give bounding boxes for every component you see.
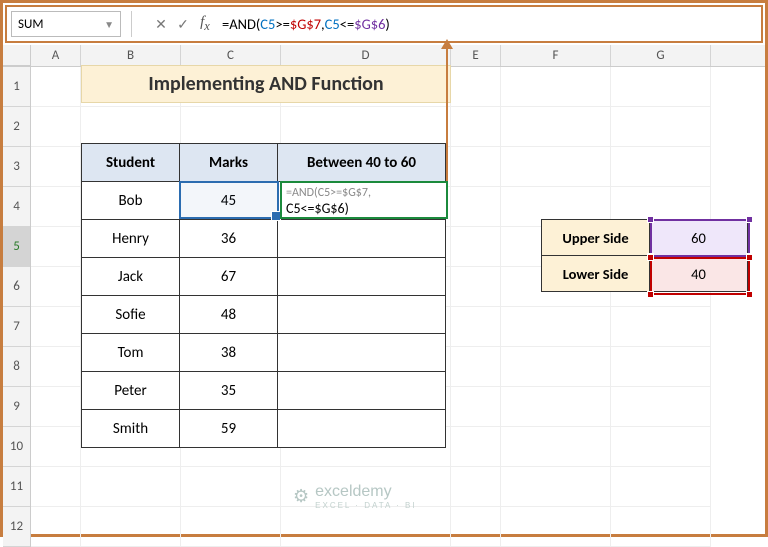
- cancel-icon[interactable]: ✕: [150, 16, 172, 33]
- col-header-D[interactable]: D: [281, 45, 451, 66]
- column-headers: A B C D E F G: [3, 45, 765, 67]
- row-header-12[interactable]: 12: [3, 507, 30, 547]
- watermark-brand: exceldemy: [315, 483, 391, 500]
- col-header-C[interactable]: C: [181, 45, 281, 66]
- formula-suffix: ): [385, 15, 389, 33]
- header-student[interactable]: Student: [82, 144, 180, 182]
- cell-student[interactable]: Sofie: [82, 296, 180, 334]
- cell-editor-d5[interactable]: =AND(C5>=$G$7, C5<=$G$6): [282, 183, 446, 217]
- fx-icon[interactable]: fx: [194, 14, 216, 34]
- cell-student[interactable]: Smith: [82, 410, 180, 448]
- cell-marks[interactable]: 35: [180, 372, 278, 410]
- cell-marks[interactable]: 38: [180, 334, 278, 372]
- row-header-4[interactable]: 4: [3, 187, 30, 227]
- upper-side-label[interactable]: Upper Side: [542, 220, 650, 256]
- table-row: Henry36: [82, 220, 446, 258]
- annotation-arrow: [446, 41, 448, 181]
- row-header-5[interactable]: 5: [3, 227, 30, 267]
- row-headers: 1 2 3 4 5 6 7 8 9 10 11 12: [3, 67, 31, 547]
- page-title: Implementing AND Function: [81, 65, 451, 103]
- cell-between[interactable]: [278, 296, 446, 334]
- name-box-value: SUM: [18, 17, 43, 32]
- cell-between[interactable]: [278, 334, 446, 372]
- watermark-tagline: EXCEL · DATA · BI: [315, 501, 416, 510]
- marching-ants-g7: [650, 257, 750, 295]
- row-header-3[interactable]: 3: [3, 147, 30, 187]
- select-all-corner[interactable]: [3, 45, 31, 66]
- formula-input[interactable]: =AND( C5 >= $G$7 , C5 <= $G$6 ): [216, 11, 757, 37]
- table-row: Jack67: [82, 258, 446, 296]
- cell-marks[interactable]: 36: [180, 220, 278, 258]
- cell-marks[interactable]: 45: [180, 182, 278, 220]
- cell-marks[interactable]: 67: [180, 258, 278, 296]
- row-header-6[interactable]: 6: [3, 267, 30, 307]
- cell-marks[interactable]: 48: [180, 296, 278, 334]
- separator: [131, 11, 132, 37]
- edit-line-1: =AND(C5>=$G$7,: [286, 185, 442, 201]
- table-row: Smith59: [82, 410, 446, 448]
- name-box-dropdown-icon[interactable]: ▼: [104, 18, 114, 31]
- formula-ref-g7: $G$7: [290, 15, 321, 33]
- row-header-10[interactable]: 10: [3, 427, 30, 467]
- col-header-F[interactable]: F: [501, 45, 611, 66]
- cell-between[interactable]: [278, 372, 446, 410]
- col-header-B[interactable]: B: [81, 45, 181, 66]
- formula-ref-g6: $G$6: [354, 15, 385, 33]
- col-header-A[interactable]: A: [31, 45, 81, 66]
- table-row: Tom38: [82, 334, 446, 372]
- col-header-G[interactable]: G: [611, 45, 711, 66]
- row-header-9[interactable]: 9: [3, 387, 30, 427]
- formula-text: =AND(: [222, 15, 260, 33]
- table-header-row: Student Marks Between 40 to 60: [82, 144, 446, 182]
- formula-op-2: <=: [340, 15, 354, 33]
- header-marks[interactable]: Marks: [180, 144, 278, 182]
- cell-student[interactable]: Peter: [82, 372, 180, 410]
- formula-ref-c5-2: C5: [325, 15, 340, 33]
- row-header-2[interactable]: 2: [3, 107, 30, 147]
- table-row: Peter35: [82, 372, 446, 410]
- cell-student[interactable]: Henry: [82, 220, 180, 258]
- header-between[interactable]: Between 40 to 60: [278, 144, 446, 182]
- cell-student[interactable]: Jack: [82, 258, 180, 296]
- cell-between[interactable]: [278, 258, 446, 296]
- name-box[interactable]: SUM ▼: [11, 11, 121, 37]
- cell-between[interactable]: [278, 220, 446, 258]
- cell-student[interactable]: Bob: [82, 182, 180, 220]
- row-header-11[interactable]: 11: [3, 467, 30, 507]
- cell-between[interactable]: [278, 410, 446, 448]
- formula-op-1: >=: [275, 15, 289, 33]
- row-header-8[interactable]: 8: [3, 347, 30, 387]
- lower-side-label[interactable]: Lower Side: [542, 256, 650, 292]
- gear-icon: ⚙: [293, 486, 309, 507]
- edit-line-2: C5<=$G$6): [286, 201, 442, 217]
- table-row: Sofie48: [82, 296, 446, 334]
- watermark: ⚙ exceldemy EXCEL · DATA · BI: [293, 483, 417, 510]
- cell-marks[interactable]: 59: [180, 410, 278, 448]
- formula-ref-c5-1: C5: [260, 15, 275, 33]
- row-header-7[interactable]: 7: [3, 307, 30, 347]
- formula-bar: SUM ▼ ✕ ✓ fx =AND( C5 >= $G$7 , C5 <= $G…: [5, 5, 763, 43]
- marching-ants-g6: [650, 219, 750, 257]
- enter-icon[interactable]: ✓: [172, 16, 194, 33]
- row-header-1[interactable]: 1: [3, 67, 30, 107]
- cell-student[interactable]: Tom: [82, 334, 180, 372]
- col-header-E[interactable]: E: [451, 45, 501, 66]
